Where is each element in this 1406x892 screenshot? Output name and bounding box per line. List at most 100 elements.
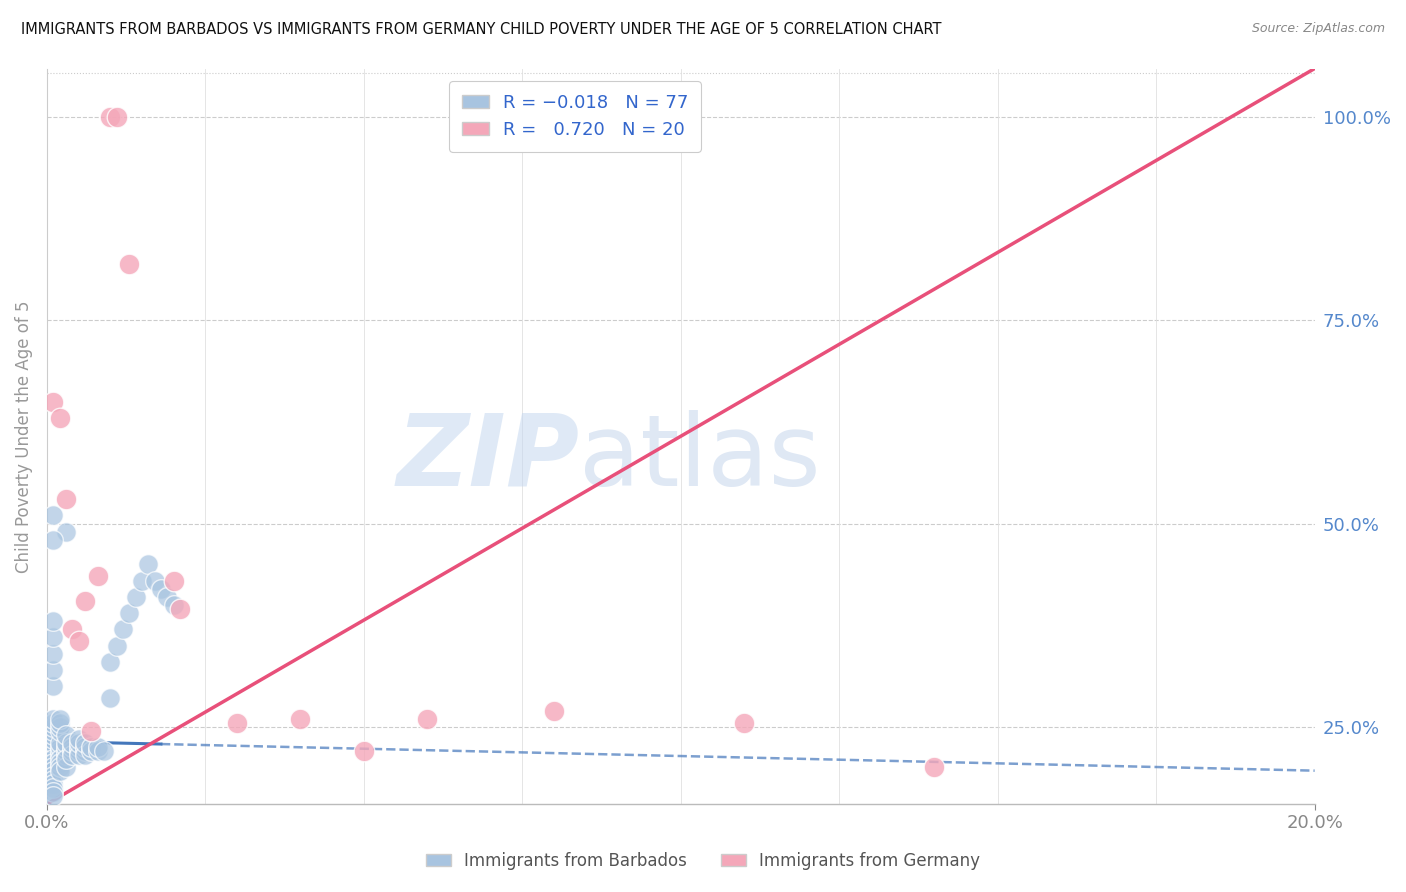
Point <box>543 704 565 718</box>
Point <box>42 720 65 734</box>
Point <box>42 768 65 782</box>
Point <box>48 723 70 738</box>
Point <box>55 748 77 763</box>
Text: atlas: atlas <box>579 409 821 507</box>
Point <box>105 639 128 653</box>
Point <box>60 748 83 763</box>
Point <box>42 777 65 791</box>
Point <box>42 785 65 799</box>
Point <box>73 736 96 750</box>
Point <box>48 715 70 730</box>
Point <box>42 631 65 645</box>
Point <box>42 756 65 771</box>
Point <box>73 740 96 755</box>
Point <box>42 731 65 746</box>
Point <box>48 760 70 774</box>
Point <box>169 602 191 616</box>
Point <box>111 622 134 636</box>
Point <box>42 508 65 523</box>
Point <box>55 752 77 766</box>
Point <box>118 256 141 270</box>
Point <box>163 598 186 612</box>
Point <box>86 569 108 583</box>
Point <box>48 712 70 726</box>
Point <box>48 748 70 763</box>
Point <box>80 740 103 755</box>
Point <box>60 622 83 636</box>
Point <box>55 736 77 750</box>
Point <box>48 740 70 755</box>
Point <box>73 744 96 758</box>
Point <box>60 736 83 750</box>
Point <box>55 760 77 774</box>
Point <box>150 582 173 596</box>
Point <box>42 780 65 795</box>
Point <box>93 744 115 758</box>
Point <box>48 756 70 771</box>
Point <box>55 524 77 539</box>
Point <box>48 736 70 750</box>
Point <box>42 614 65 628</box>
Point <box>55 740 77 755</box>
Point <box>48 411 70 425</box>
Point <box>416 712 439 726</box>
Point <box>105 110 128 124</box>
Point <box>67 736 90 750</box>
Point <box>73 594 96 608</box>
Point <box>136 558 159 572</box>
Point <box>86 740 108 755</box>
Point <box>124 590 146 604</box>
Point <box>42 723 65 738</box>
Point <box>42 764 65 779</box>
Point <box>42 712 65 726</box>
Text: IMMIGRANTS FROM BARBADOS VS IMMIGRANTS FROM GERMANY CHILD POVERTY UNDER THE AGE : IMMIGRANTS FROM BARBADOS VS IMMIGRANTS F… <box>21 22 942 37</box>
Point <box>42 715 65 730</box>
Point <box>98 655 121 669</box>
Point <box>353 744 375 758</box>
Point <box>80 723 103 738</box>
Point <box>42 736 65 750</box>
Point <box>42 647 65 661</box>
Y-axis label: Child Poverty Under the Age of 5: Child Poverty Under the Age of 5 <box>15 300 32 573</box>
Point <box>42 394 65 409</box>
Point <box>156 590 179 604</box>
Point <box>118 606 141 620</box>
Point <box>48 752 70 766</box>
Point <box>42 760 65 774</box>
Point <box>290 712 312 726</box>
Point <box>80 744 103 758</box>
Point <box>55 744 77 758</box>
Point <box>42 679 65 693</box>
Point <box>42 740 65 755</box>
Point <box>67 731 90 746</box>
Point <box>42 533 65 547</box>
Point <box>42 748 65 763</box>
Point <box>86 744 108 758</box>
Point <box>60 740 83 755</box>
Text: Source: ZipAtlas.com: Source: ZipAtlas.com <box>1251 22 1385 36</box>
Point <box>60 744 83 758</box>
Point <box>42 728 65 742</box>
Point <box>67 634 90 648</box>
Point <box>42 772 65 787</box>
Point <box>733 715 755 730</box>
Point <box>163 574 186 588</box>
Point <box>73 748 96 763</box>
Text: ZIP: ZIP <box>396 409 579 507</box>
Point <box>48 744 70 758</box>
Point <box>42 789 65 803</box>
Legend: Immigrants from Barbados, Immigrants from Germany: Immigrants from Barbados, Immigrants fro… <box>419 846 987 877</box>
Point <box>67 744 90 758</box>
Point <box>143 574 166 588</box>
Point <box>48 764 70 779</box>
Point <box>42 663 65 677</box>
Point <box>226 715 249 730</box>
Point <box>67 740 90 755</box>
Point <box>55 492 77 507</box>
Point <box>67 748 90 763</box>
Point <box>924 760 946 774</box>
Legend: R = −0.018   N = 77, R =   0.720   N = 20: R = −0.018 N = 77, R = 0.720 N = 20 <box>449 81 702 152</box>
Point <box>42 752 65 766</box>
Point <box>42 744 65 758</box>
Point <box>98 691 121 706</box>
